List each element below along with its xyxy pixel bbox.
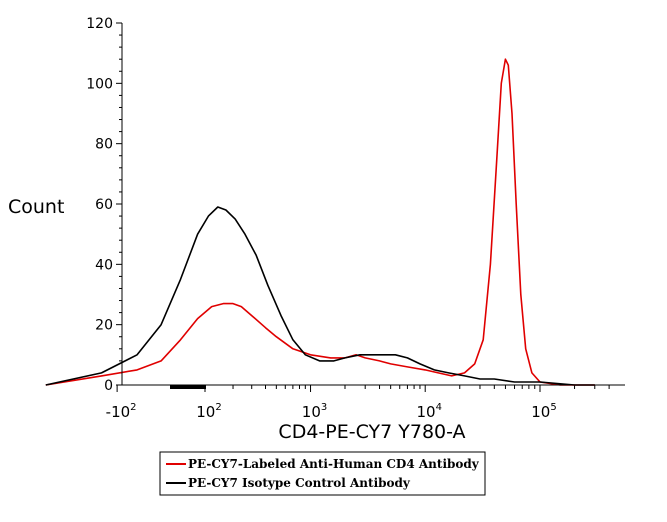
y-tick-label: 100 xyxy=(86,76,113,92)
legend-label-isotype-control: PE-CY7 Isotype Control Antibody xyxy=(188,476,411,490)
series-layer xyxy=(45,58,595,386)
series-isotype-control-line xyxy=(45,206,595,386)
y-tick-label: 0 xyxy=(104,378,113,394)
y-axis-label: Count xyxy=(8,196,64,218)
x-axis-negative-region-bar xyxy=(170,385,206,389)
y-axis-ticks: 0 20 40 60 80 100 120 xyxy=(86,16,122,394)
legend-box xyxy=(159,451,486,496)
y-tick-label: 80 xyxy=(95,137,113,153)
x-tick-label: 104 xyxy=(416,402,441,421)
x-tick-label: -102 xyxy=(106,402,137,421)
legend: PE-CY7-Labeled Anti-Human CD4 Antibody P… xyxy=(159,451,486,496)
series-cd4-antibody-line xyxy=(45,58,595,386)
legend-label-cd4-antibody: PE-CY7-Labeled Anti-Human CD4 Antibody xyxy=(188,457,480,471)
y-tick-label: 60 xyxy=(95,197,113,213)
x-tick-label: 103 xyxy=(302,402,327,421)
x-tick-label: 102 xyxy=(196,402,221,421)
x-tick-label: 105 xyxy=(531,402,556,421)
y-tick-label: 20 xyxy=(95,318,113,334)
x-axis-label: CD4-PE-CY7 Y780-A xyxy=(278,421,465,443)
y-tick-label: 40 xyxy=(95,257,113,273)
y-tick-label: 120 xyxy=(86,16,113,32)
x-axis-ticks: -102 102 103 104 105 xyxy=(106,385,610,421)
